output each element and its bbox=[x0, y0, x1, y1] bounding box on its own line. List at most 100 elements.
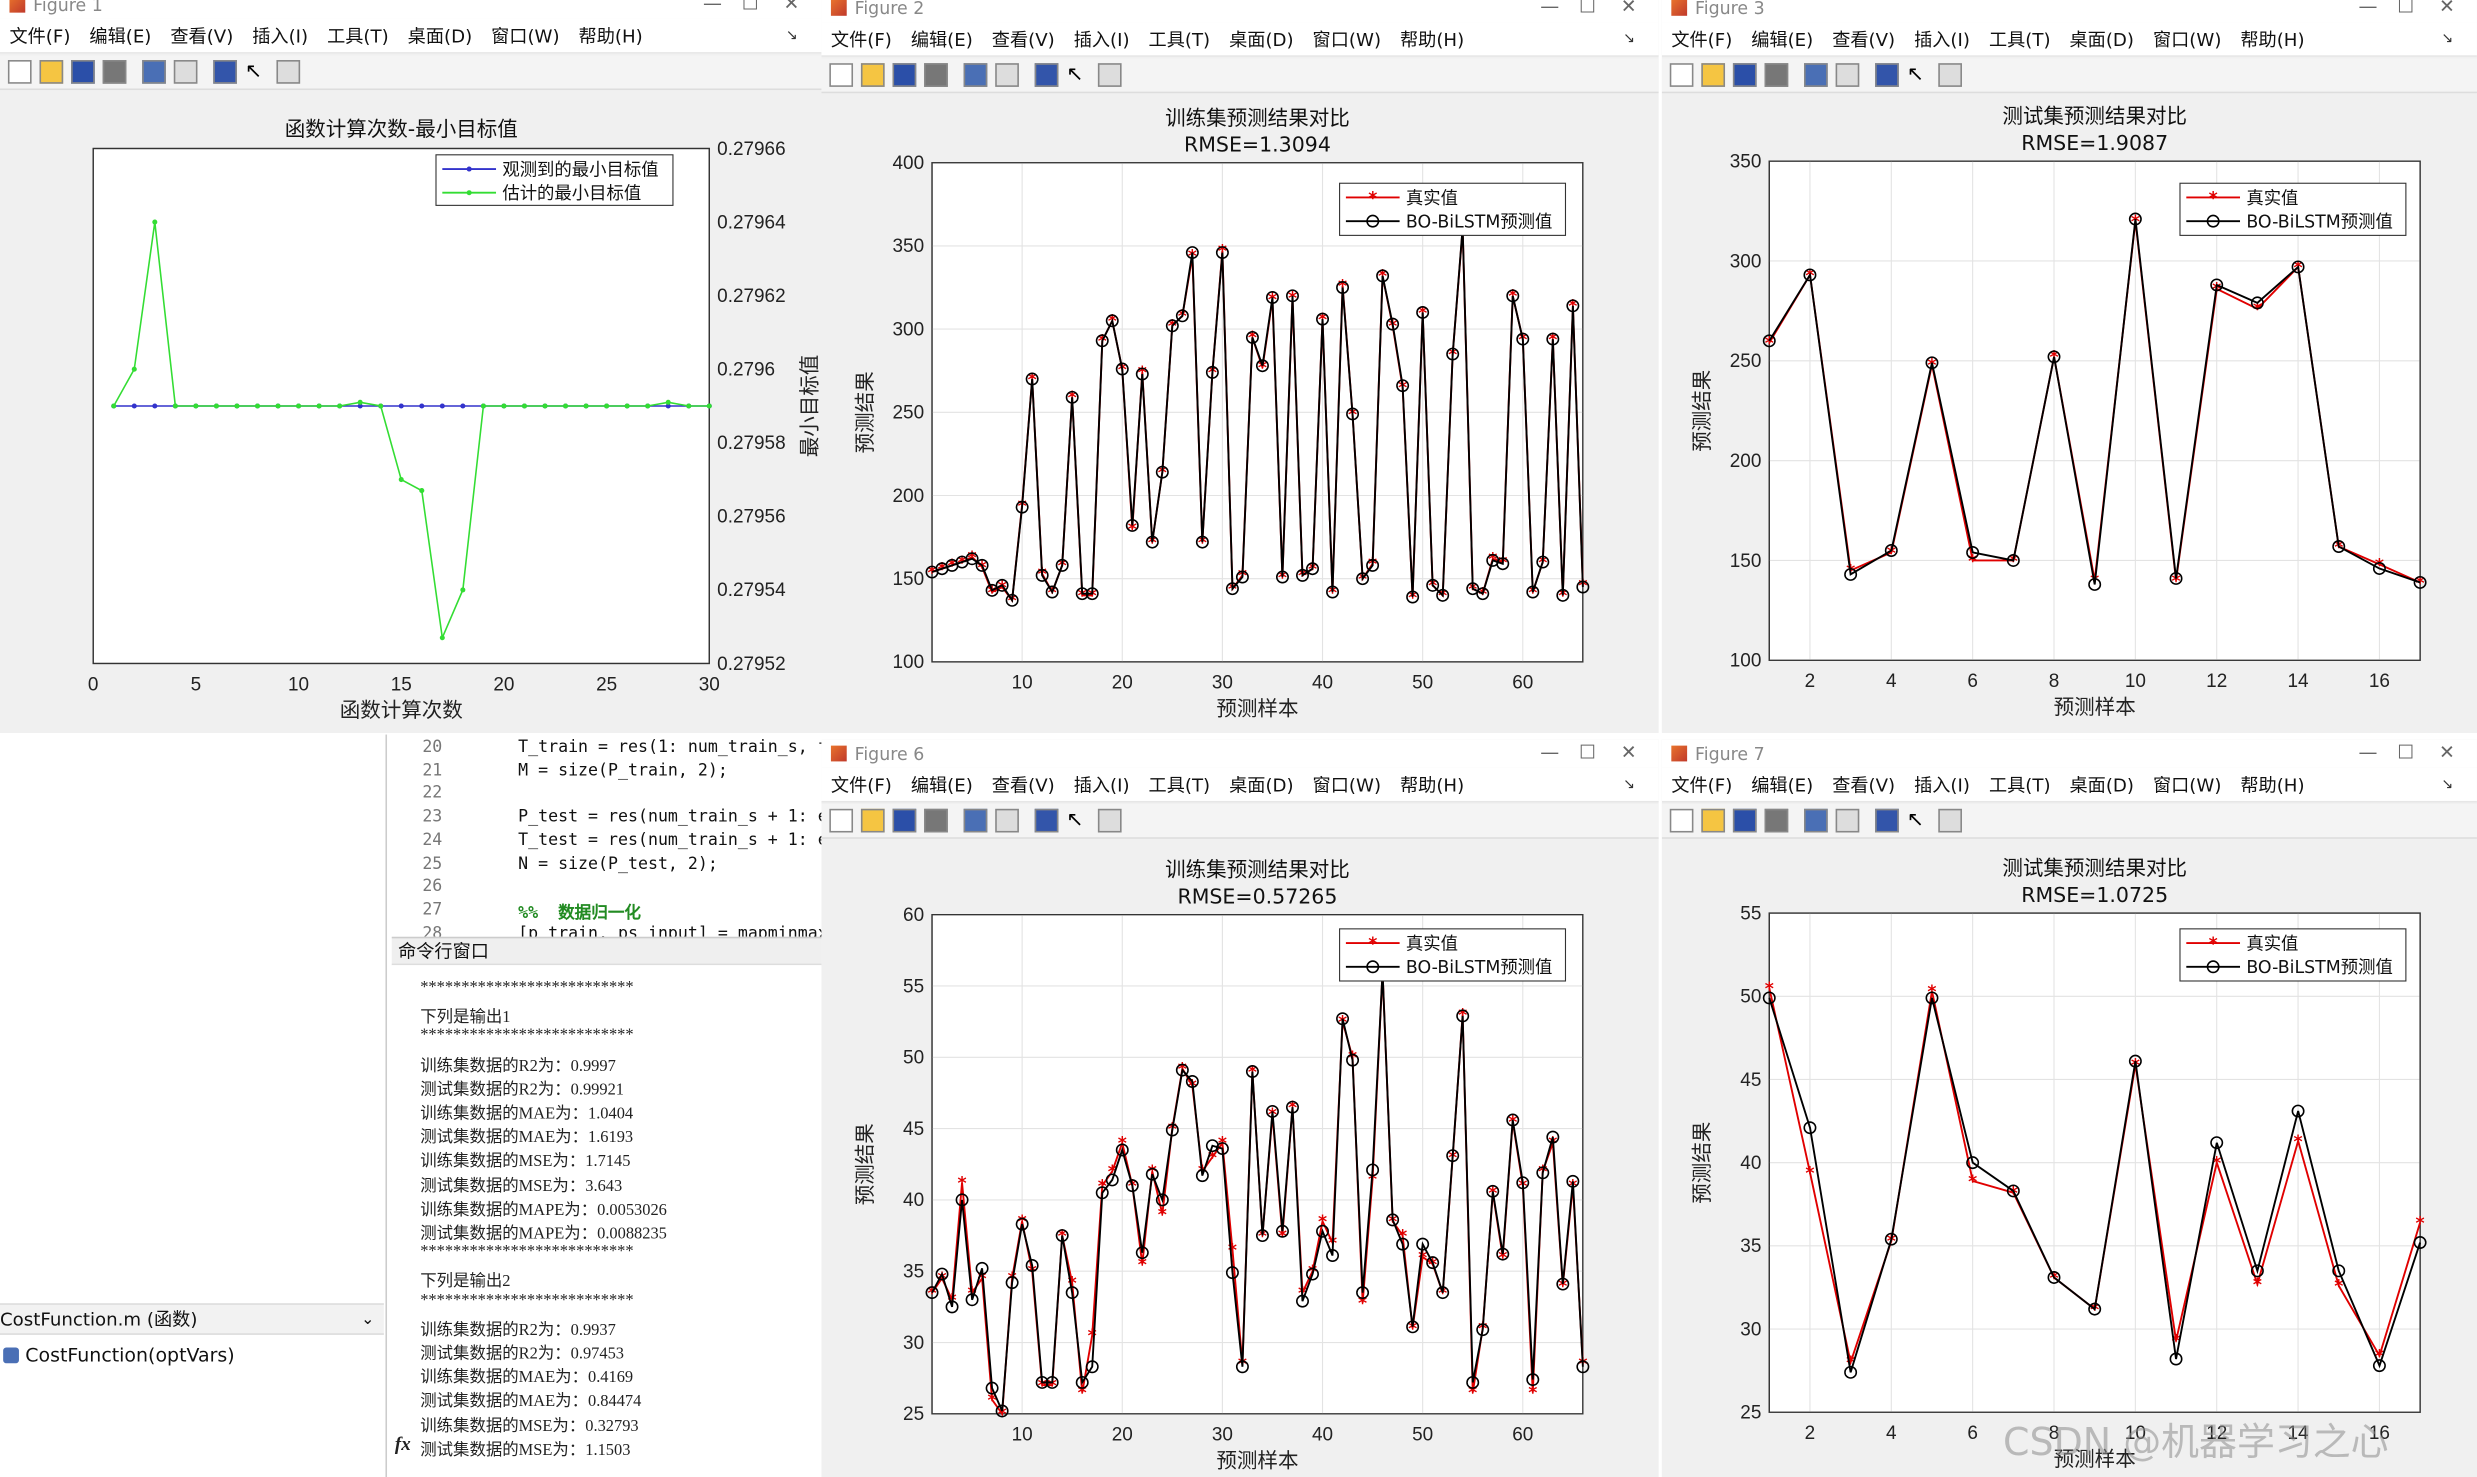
open-folder-icon[interactable] bbox=[39, 60, 64, 84]
fx-prompt-icon[interactable]: fx bbox=[394, 1432, 411, 1455]
figure-1-window[interactable]: Figure 1 — ☐ ✕ 文件(F) 编辑(E) 查看(V) 插入(I) 工具(T) 桌面(D… bbox=[0, 0, 822, 733]
menu-item[interactable]: 帮助(H) bbox=[1399, 773, 1465, 796]
maximize-icon[interactable]: ☐ bbox=[741, 0, 759, 15]
menu-item[interactable]: 桌面(D) bbox=[1229, 27, 1294, 50]
property-inspector-icon[interactable] bbox=[1938, 808, 1962, 833]
insert-colorbar-icon[interactable] bbox=[1034, 808, 1059, 833]
print-icon[interactable] bbox=[924, 808, 948, 833]
menu-item[interactable]: 帮助(H) bbox=[578, 24, 643, 47]
menu-item[interactable]: 编辑(E) bbox=[1751, 27, 1814, 50]
function-details-header[interactable]: CostFunction.m (函数) ⌄ bbox=[0, 1303, 384, 1335]
close-icon[interactable]: ✕ bbox=[2439, 740, 2455, 763]
insert-colorbar-icon[interactable] bbox=[1875, 808, 1899, 833]
menu-item[interactable]: 工具(T) bbox=[327, 24, 389, 47]
print-icon[interactable] bbox=[924, 63, 948, 87]
minimize-icon[interactable]: — bbox=[1540, 740, 1560, 763]
pointer-icon[interactable]: ↖ bbox=[244, 60, 263, 84]
dock-arrow-icon[interactable]: ↘ bbox=[1623, 776, 1635, 793]
maximize-icon[interactable]: ☐ bbox=[2397, 740, 2415, 763]
pointer-icon[interactable]: ↖ bbox=[1906, 63, 1924, 87]
menu-item[interactable]: 编辑(E) bbox=[89, 24, 152, 47]
close-icon[interactable]: ✕ bbox=[1620, 0, 1637, 18]
link-plot-icon[interactable] bbox=[995, 63, 1019, 87]
print-preview-icon[interactable] bbox=[963, 808, 988, 833]
menu-item[interactable]: 文件(F) bbox=[9, 24, 71, 47]
insert-colorbar-icon[interactable] bbox=[1875, 63, 1899, 87]
property-inspector-icon[interactable] bbox=[1938, 63, 1962, 87]
print-icon[interactable] bbox=[1764, 63, 1789, 87]
dock-arrow-icon[interactable]: ↘ bbox=[785, 27, 798, 44]
open-folder-icon[interactable] bbox=[1701, 808, 1726, 833]
open-folder-icon[interactable] bbox=[860, 63, 885, 87]
maximize-icon[interactable]: ☐ bbox=[1579, 0, 1597, 18]
menu-item[interactable]: 桌面(D) bbox=[2069, 27, 2135, 50]
figure-7-window[interactable]: Figure 7 — ☐ ✕ 文件(F) 编辑(E) 查看(V) 插入(I) 工具(T) 桌面(D… bbox=[1661, 739, 2477, 1477]
open-folder-icon[interactable] bbox=[860, 808, 885, 833]
link-plot-icon[interactable] bbox=[1835, 63, 1860, 87]
save-icon[interactable] bbox=[892, 808, 917, 833]
dock-arrow-icon[interactable]: ↘ bbox=[2441, 776, 2454, 793]
menu-item[interactable]: 编辑(E) bbox=[1751, 773, 1814, 796]
minimize-icon[interactable]: — bbox=[1540, 0, 1560, 18]
minimize-icon[interactable]: — bbox=[702, 0, 722, 15]
minimize-icon[interactable]: — bbox=[2358, 0, 2378, 18]
menu-item[interactable]: 窗口(W) bbox=[491, 24, 560, 47]
menu-item[interactable]: 插入(I) bbox=[1914, 27, 1970, 50]
pointer-icon[interactable]: ↖ bbox=[1906, 808, 1924, 833]
new-file-icon[interactable] bbox=[829, 808, 854, 833]
open-folder-icon[interactable] bbox=[1701, 63, 1726, 87]
figure-3-window[interactable]: Figure 3 — ☐ ✕ 文件(F) 编辑(E) 查看(V) 插入(I) 工具(T) 桌面(D… bbox=[1661, 0, 2477, 733]
command-window[interactable]: ************************** 下列是输出1 ********… bbox=[391, 965, 822, 1477]
menu-item[interactable]: 帮助(H) bbox=[2240, 773, 2305, 796]
menu-item[interactable]: 查看(V) bbox=[991, 27, 1055, 50]
menu-item[interactable]: 插入(I) bbox=[252, 24, 309, 47]
minimize-icon[interactable]: — bbox=[2358, 740, 2378, 763]
save-icon[interactable] bbox=[1732, 63, 1757, 87]
link-plot-icon[interactable] bbox=[995, 808, 1019, 833]
function-signature-item[interactable]: CostFunction(optVars) bbox=[0, 1344, 235, 1366]
new-file-icon[interactable] bbox=[7, 60, 32, 84]
print-icon[interactable] bbox=[102, 60, 127, 84]
property-inspector-icon[interactable] bbox=[1097, 63, 1122, 87]
menu-item[interactable]: 编辑(E) bbox=[910, 773, 973, 796]
pointer-icon[interactable]: ↖ bbox=[1066, 63, 1084, 87]
menu-item[interactable]: 文件(F) bbox=[1671, 773, 1733, 796]
print-icon[interactable] bbox=[1764, 808, 1789, 833]
new-file-icon[interactable] bbox=[1669, 808, 1694, 833]
close-icon[interactable]: ✕ bbox=[2439, 0, 2455, 18]
menu-item[interactable]: 帮助(H) bbox=[2240, 27, 2305, 50]
menu-item[interactable]: 窗口(W) bbox=[2152, 773, 2222, 796]
menu-item[interactable]: 工具(T) bbox=[1988, 773, 2051, 796]
link-plot-icon[interactable] bbox=[173, 60, 198, 84]
menu-item[interactable]: 工具(T) bbox=[1148, 773, 1211, 796]
pointer-icon[interactable]: ↖ bbox=[1066, 808, 1084, 833]
print-preview-icon[interactable] bbox=[1804, 63, 1828, 87]
code-editor[interactable]: 20 T_train = res(1: num_train_s, f 21 M = s… bbox=[391, 734, 822, 937]
insert-colorbar-icon[interactable] bbox=[213, 60, 237, 84]
maximize-icon[interactable]: ☐ bbox=[1579, 740, 1597, 763]
menu-item[interactable]: 插入(I) bbox=[1914, 773, 1970, 796]
figure-2-window[interactable]: Figure 2 — ☐ ✕ 文件(F) 编辑(E) 查看(V) 插入(I) 工具(T) 桌面(D… bbox=[821, 0, 1659, 733]
menu-item[interactable]: 查看(V) bbox=[991, 773, 1055, 796]
print-preview-icon[interactable] bbox=[142, 60, 166, 84]
save-icon[interactable] bbox=[1732, 808, 1757, 833]
print-preview-icon[interactable] bbox=[963, 63, 988, 87]
menu-item[interactable]: 查看(V) bbox=[1832, 773, 1896, 796]
menu-item[interactable]: 帮助(H) bbox=[1399, 27, 1465, 50]
menu-item[interactable]: 桌面(D) bbox=[1229, 773, 1294, 796]
insert-colorbar-icon[interactable] bbox=[1034, 63, 1059, 87]
menu-item[interactable]: 插入(I) bbox=[1073, 773, 1130, 796]
new-file-icon[interactable] bbox=[829, 63, 854, 87]
dock-arrow-icon[interactable]: ↘ bbox=[2441, 30, 2454, 47]
menu-item[interactable]: 插入(I) bbox=[1073, 27, 1130, 50]
save-icon[interactable] bbox=[892, 63, 917, 87]
menu-item[interactable]: 工具(T) bbox=[1148, 27, 1211, 50]
menu-item[interactable]: 桌面(D) bbox=[407, 24, 473, 47]
menu-item[interactable]: 查看(V) bbox=[1832, 27, 1896, 50]
menu-item[interactable]: 编辑(E) bbox=[910, 27, 973, 50]
menu-item[interactable]: 窗口(W) bbox=[1312, 773, 1382, 796]
menu-item[interactable]: 文件(F) bbox=[1671, 27, 1733, 50]
figure-6-window[interactable]: Figure 6 — ☐ ✕ 文件(F) 编辑(E) 查看(V) 插入(I) 工具(T) 桌面(D… bbox=[821, 739, 1659, 1477]
link-plot-icon[interactable] bbox=[1835, 808, 1860, 833]
close-icon[interactable]: ✕ bbox=[1620, 740, 1637, 763]
